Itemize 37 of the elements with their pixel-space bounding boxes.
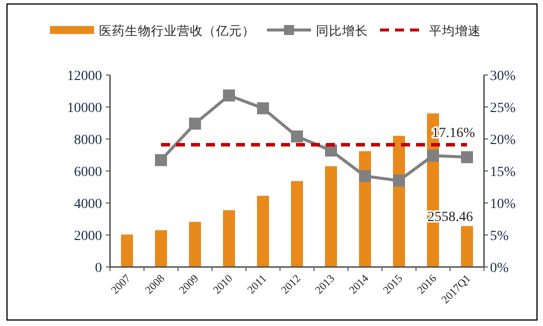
point [189, 118, 201, 130]
point [427, 150, 439, 162]
bar [257, 196, 269, 267]
bar [291, 181, 303, 267]
y-tick-label: 2000 [74, 229, 102, 244]
y-tick-label: 6000 [74, 165, 102, 180]
point [393, 174, 405, 187]
bar [155, 230, 167, 267]
point [257, 102, 269, 114]
bar [223, 210, 235, 267]
y-tick-label: 8000 [74, 133, 102, 148]
y-tick-label: 12000 [67, 69, 102, 84]
point [291, 130, 303, 142]
bar [325, 166, 337, 267]
y2-tick-label: 15% [490, 165, 516, 180]
y-tick-label: 4000 [74, 197, 102, 212]
legend-label: 同比增长 [316, 24, 368, 38]
point [155, 154, 167, 166]
bar [359, 151, 371, 267]
y2-tick-label: 0% [490, 261, 509, 276]
y-tick-label: 10000 [67, 101, 102, 116]
bar [461, 226, 473, 267]
point [461, 151, 473, 164]
legend-label: 平均增速 [429, 24, 481, 38]
legend-label: 医药生物行业营收（亿元） [99, 24, 255, 38]
y2-tick-label: 10% [490, 197, 516, 212]
y2-tick-label: 5% [490, 229, 509, 244]
bar [393, 136, 405, 267]
bar [189, 222, 201, 267]
y2-tick-label: 20% [490, 133, 516, 148]
y-tick-label: 0 [95, 261, 102, 276]
bar [121, 234, 133, 267]
point [359, 170, 371, 182]
y2-tick-label: 30% [490, 69, 516, 84]
x-tick-label: 2011 [245, 272, 270, 296]
point [223, 89, 235, 102]
y2-tick-label: 25% [490, 101, 516, 116]
